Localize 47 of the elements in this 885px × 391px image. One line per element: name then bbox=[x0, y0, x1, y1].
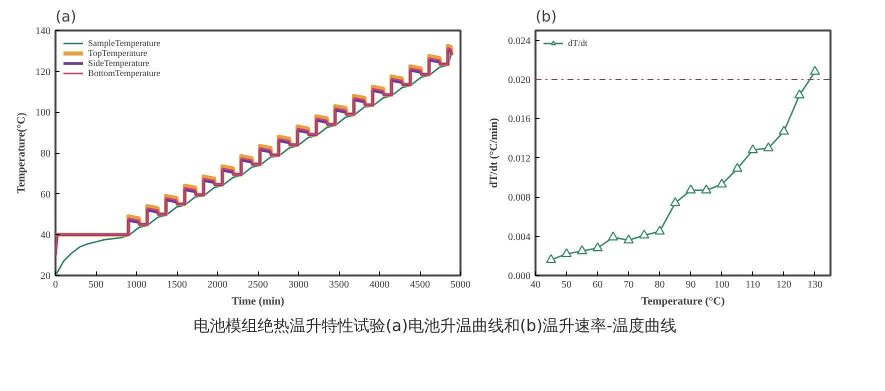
y-tick-label: 20 bbox=[40, 271, 50, 282]
x-tick-label: 3500 bbox=[329, 280, 349, 290]
x-tick-label: 2500 bbox=[248, 280, 268, 290]
x-axis-title: Temperature (°C) bbox=[641, 296, 726, 308]
x-tick-label: 1000 bbox=[126, 280, 146, 290]
y-tick-label: 0.000 bbox=[508, 271, 530, 282]
legend-label: dT/dt bbox=[568, 38, 588, 48]
y-tick-label: 100 bbox=[36, 108, 50, 119]
y-tick-label: 0.008 bbox=[508, 192, 530, 204]
x-tick-label: 0 bbox=[53, 280, 58, 290]
legend-label: BottomTemperature bbox=[88, 68, 160, 78]
x-tick-label: 1500 bbox=[167, 280, 187, 290]
y-tick-label: 80 bbox=[40, 148, 50, 160]
x-tick-label: 2000 bbox=[208, 280, 228, 290]
y-tick-label: 0.020 bbox=[508, 75, 530, 86]
x-tick-label: 5000 bbox=[450, 280, 470, 290]
y-axis-title: Temperature(°C) bbox=[16, 112, 28, 194]
y-tick-label: 120 bbox=[36, 66, 50, 78]
text: 电池模组绝热温升特性试验(a)电池升温曲线和(b)温升速率-温度曲线 bbox=[194, 315, 676, 337]
legend-label: TopTemperature bbox=[88, 48, 148, 58]
x-tick-label: 500 bbox=[88, 280, 104, 290]
y-tick-label: 0.012 bbox=[508, 153, 530, 164]
x-tick-label: 3000 bbox=[288, 280, 308, 290]
x-axis-title: Time (min) bbox=[232, 296, 285, 308]
y-tick-label: 140 bbox=[36, 26, 50, 37]
x-tick-label: 50 bbox=[562, 280, 572, 290]
x-tick-label: 80 bbox=[654, 280, 665, 290]
y-tick-label: 40 bbox=[40, 230, 50, 242]
y-tick-label: 60 bbox=[40, 189, 50, 200]
x-tick-label: 100 bbox=[714, 280, 730, 290]
x-tick-label: 4500 bbox=[410, 280, 430, 290]
legend-label: SideTemperature bbox=[88, 58, 150, 68]
legend-label: SampleTemperature bbox=[88, 38, 160, 48]
y-tick-label: 0.024 bbox=[508, 36, 530, 47]
y-tick-label: 0.004 bbox=[508, 232, 530, 243]
x-tick-label: 120 bbox=[776, 280, 792, 290]
x-tick-label: 40 bbox=[530, 280, 540, 290]
x-tick-label: 4000 bbox=[370, 280, 390, 290]
x-tick-label: 70 bbox=[624, 280, 634, 290]
y-axis-title: dT/dt (°C/min) bbox=[488, 118, 500, 188]
chart-title: (b) bbox=[536, 8, 557, 26]
x-tick-label: 110 bbox=[746, 280, 760, 290]
x-tick-label: 60 bbox=[592, 280, 603, 290]
chart-title: (a) bbox=[56, 8, 76, 26]
x-tick-label: 130 bbox=[807, 280, 822, 290]
y-tick-label: 0.016 bbox=[508, 114, 530, 126]
x-tick-label: 90 bbox=[686, 280, 696, 290]
